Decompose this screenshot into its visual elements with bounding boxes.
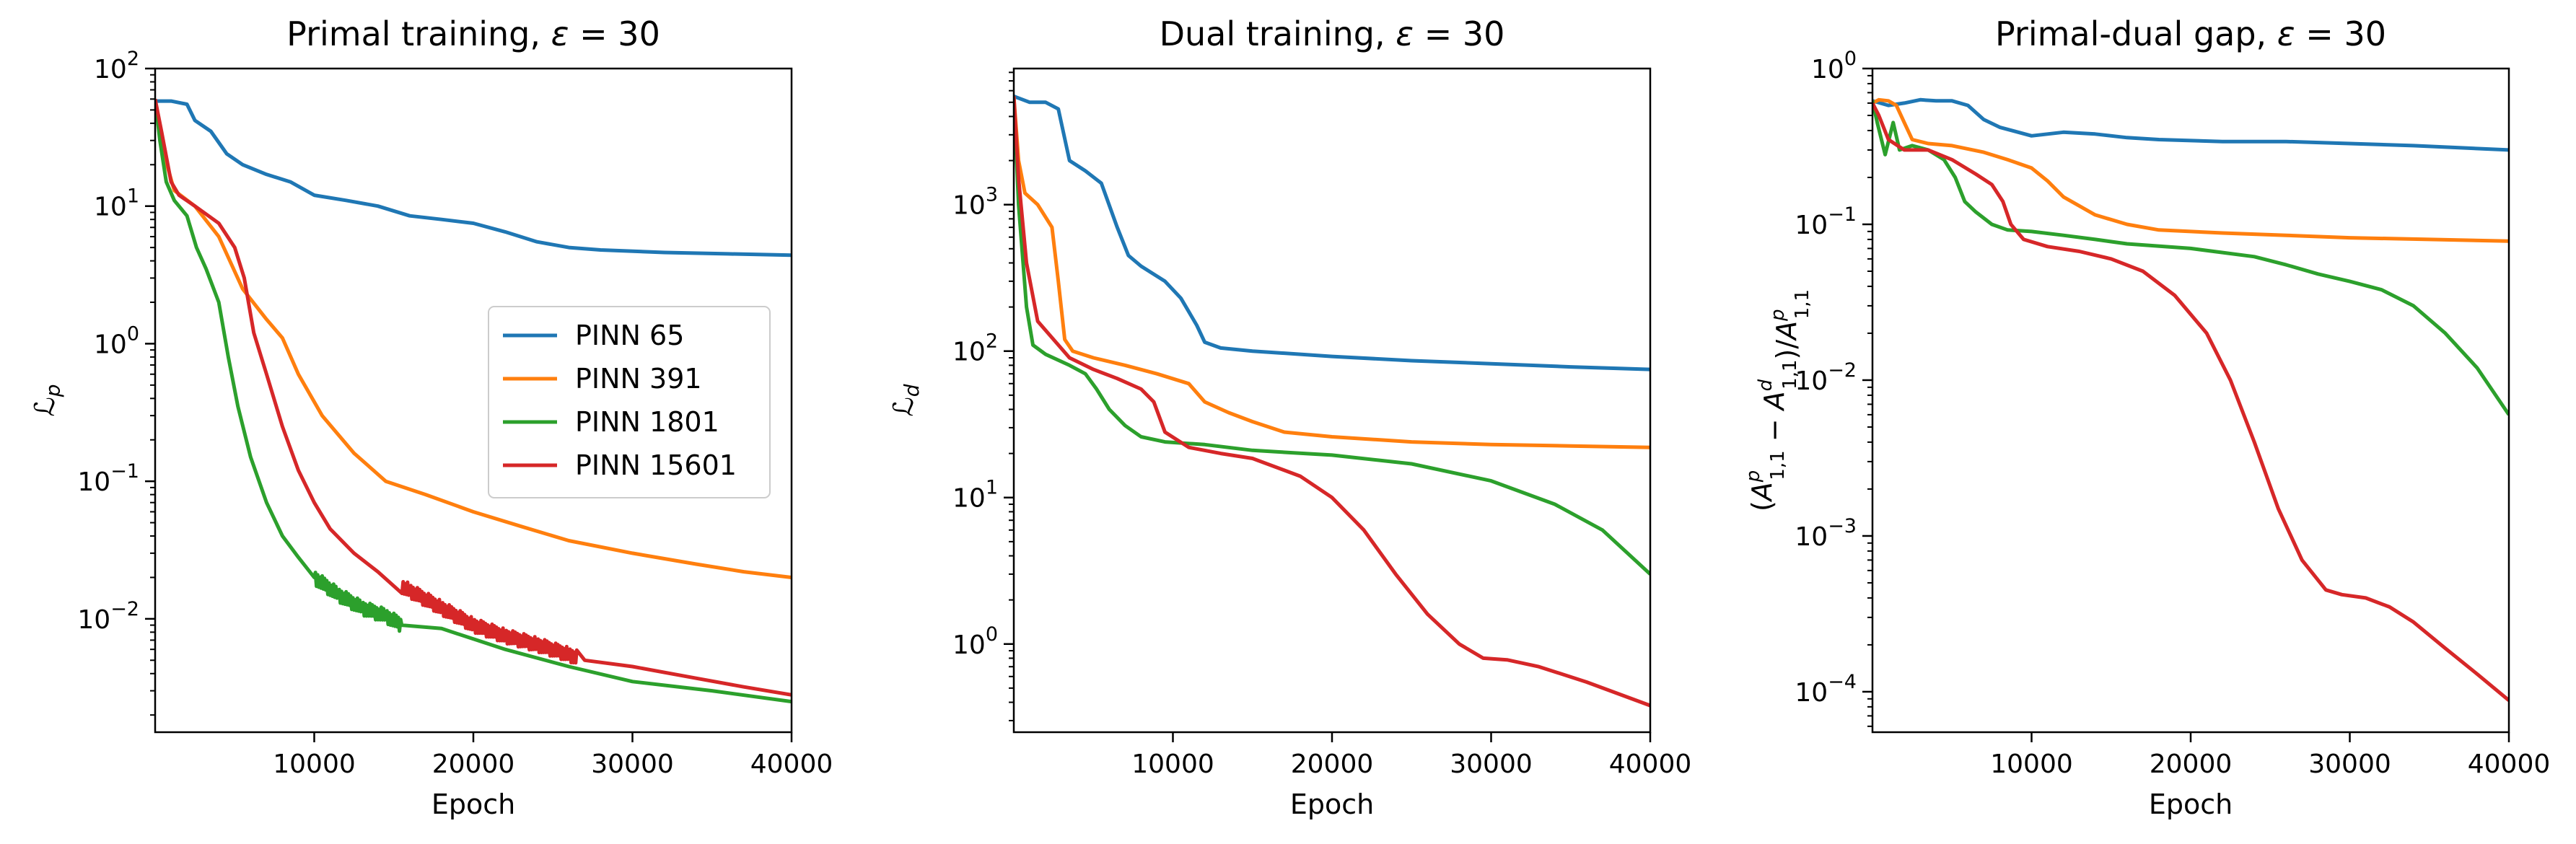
- y-tick-label: 102: [94, 48, 139, 84]
- axes-frame: [1012, 67, 1652, 734]
- y-tick-label: 100: [952, 623, 998, 660]
- legend-entry-label: PINN 65: [575, 320, 684, 351]
- panel-primal-dual-gap: Primal-dual gap, ε = 30 100 10−1 10−2 10−3 10…: [1743, 14, 2550, 820]
- series-line-pinn-15601: [1872, 102, 2509, 702]
- series-line-pinn-65: [155, 99, 792, 258]
- y-tick-label: 101: [94, 185, 139, 222]
- legend-entry-label: PINN 15601: [575, 449, 737, 481]
- legend-box: [488, 306, 771, 498]
- chart-title: Primal-dual gap, ε = 30: [1995, 14, 2386, 53]
- x-axis-label: Epoch: [431, 788, 515, 820]
- x-tick-label: 20000: [432, 750, 515, 779]
- y-tick-label: 10−2: [77, 598, 139, 635]
- chart-title: Dual training, ε = 30: [1160, 14, 1505, 53]
- series-line-pinn-65: [1872, 97, 2509, 152]
- series-line-pinn-15601: [1014, 96, 1650, 708]
- series-line-pinn-391: [155, 100, 792, 579]
- panel-primal-training: Primal training, ε = 30 102 101 100 10−1 10−2…: [29, 14, 833, 820]
- y-tick-label: 10−1: [77, 460, 139, 497]
- y-axis-label: ℒd: [888, 384, 924, 416]
- series-line-pinn-391: [1014, 96, 1650, 449]
- chart-title: Primal training, ε = 30: [286, 14, 660, 53]
- y-tick-label: 100: [1811, 48, 1857, 84]
- x-tick-label: 40000: [1609, 750, 1692, 779]
- x-tick-label: 20000: [2150, 750, 2233, 779]
- y-tick-label: 10−3: [1795, 515, 1857, 552]
- axes-frame: [154, 67, 793, 734]
- x-tick-label: 20000: [1291, 750, 1374, 779]
- y-tick-label: 102: [952, 330, 998, 367]
- x-tick-label: 40000: [750, 750, 833, 779]
- series-line-pinn-15601: [155, 98, 792, 697]
- y-tick-label: 100: [94, 322, 139, 359]
- y-tick-label: 101: [952, 477, 998, 514]
- legend-entry-label: PINN 1801: [575, 406, 719, 438]
- y-tick-label: 10−1: [1795, 203, 1857, 240]
- series-line-pinn-1801: [155, 99, 792, 704]
- series-line-pinn-1801: [1014, 96, 1650, 576]
- x-tick-label: 10000: [1131, 750, 1214, 779]
- series-line-pinn-65: [1014, 94, 1650, 372]
- panel-dual-training: Dual training, ε = 30 103 102 101 100 10000 20…: [888, 14, 1691, 820]
- legend: PINN 65 PINN 391 PINN 1801 PINN 15601: [488, 306, 771, 498]
- x-tick-label: 40000: [2468, 750, 2551, 779]
- legend-entry-label: PINN 391: [575, 363, 702, 395]
- y-axis-label: ℒp: [29, 384, 65, 416]
- x-axis-label: Epoch: [2149, 788, 2233, 820]
- y-tick-label: 103: [952, 184, 998, 221]
- x-tick-label: 10000: [273, 750, 356, 779]
- y-tick-label: 10−4: [1795, 671, 1857, 708]
- x-tick-label: 10000: [1990, 750, 2073, 779]
- x-tick-label: 30000: [1450, 750, 1533, 779]
- y-axis-label: (Ap 1,1 − Ad 1,1)/Ap 1,1: [1743, 289, 1813, 511]
- axes-frame: [1871, 67, 2510, 734]
- x-tick-label: 30000: [591, 750, 674, 779]
- series-line-pinn-391: [1872, 97, 2509, 243]
- x-axis-label: Epoch: [1290, 788, 1374, 820]
- y-tick-label: 10−2: [1795, 359, 1857, 396]
- x-tick-label: 30000: [2308, 750, 2391, 779]
